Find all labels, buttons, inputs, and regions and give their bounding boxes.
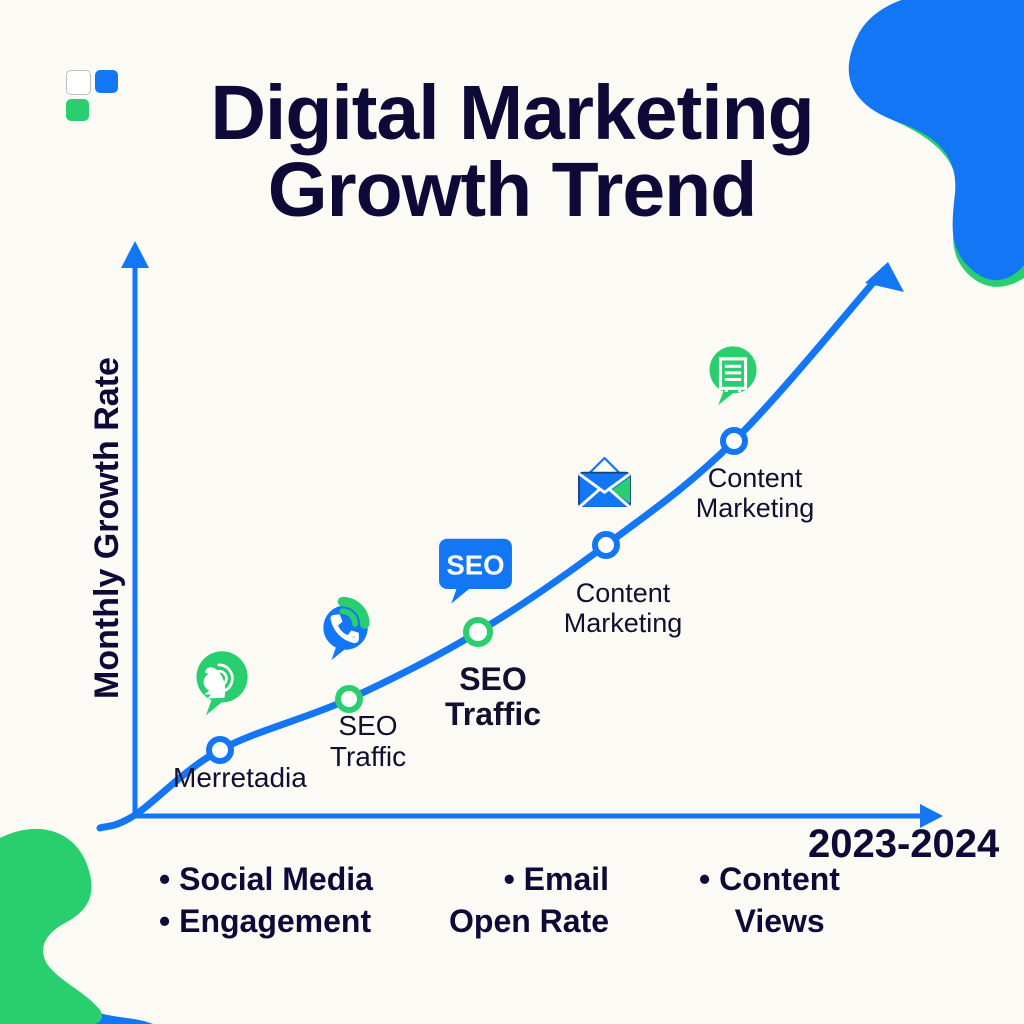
svg-text:SEO: SEO	[446, 549, 504, 580]
